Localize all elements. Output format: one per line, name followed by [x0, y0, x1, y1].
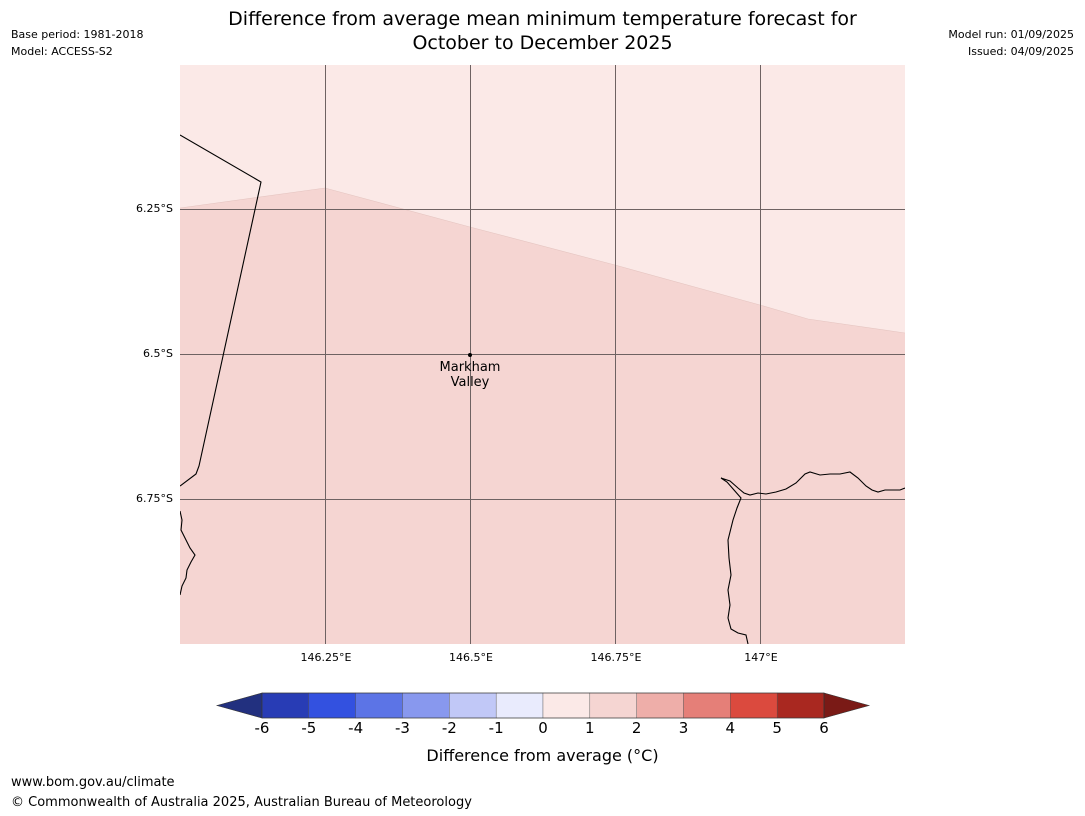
title-line-2: October to December 2025 [412, 32, 673, 54]
colorbar-segment [402, 692, 450, 719]
colorbar-extend-high [823, 692, 871, 719]
lat-label-6.75: 6.75°S [136, 492, 173, 505]
map-title: Difference from average mean minimum tem… [180, 7, 905, 55]
model-run: Model run: 01/09/2025 [948, 28, 1074, 41]
colorbar-tick-label: 1 [585, 719, 595, 737]
lon-label-146.5: 146.5°E [449, 651, 493, 664]
title-line-1: Difference from average mean minimum tem… [228, 8, 857, 30]
meta-left: Base period: 1981-2018 Model: ACCESS-S2 [11, 26, 143, 60]
colorbar-segment [636, 692, 684, 719]
base-period: Base period: 1981-2018 [11, 28, 144, 41]
colorbar-tick-label: -5 [301, 719, 317, 737]
colorbar-tick-label: 4 [725, 719, 736, 737]
map-area [180, 65, 905, 644]
meta-right: Model run: 01/09/2025 Issued: 04/09/2025 [948, 26, 1074, 60]
colorbar-segment [495, 692, 544, 719]
colorbar-tick-label: 2 [631, 719, 642, 737]
colorbar-tick-label: 6 [819, 719, 829, 737]
colorbar-segment [261, 692, 310, 719]
colorbar-segment [542, 692, 591, 719]
colorbar-segment [589, 692, 637, 719]
colorbar-tick-label: -2 [441, 719, 457, 737]
colorbar-tick-label: -6 [254, 719, 270, 737]
lon-label-146.75: 146.75°E [590, 651, 642, 664]
lon-label-147: 147°E [744, 651, 778, 664]
colorbar-tick-label: -4 [348, 719, 364, 737]
issued-date: Issued: 04/09/2025 [967, 45, 1074, 58]
colorbar-tick-label: -3 [395, 719, 410, 737]
colorbar-tick-label: 5 [772, 719, 782, 737]
province-border-line [180, 134, 262, 487]
place-name-line-1: Markham [439, 360, 501, 375]
colorbar-segment [308, 692, 356, 719]
colorbar-segment [355, 692, 403, 719]
colorbar-segment [449, 692, 497, 719]
colorbar-segment [730, 692, 778, 719]
anomaly-zone-1-2 [180, 188, 905, 644]
colorbar-extend-low [215, 692, 263, 719]
place-name-line-2: Valley [450, 375, 490, 390]
colorbar-tick-label: -1 [488, 719, 504, 737]
colorbar-segment [776, 692, 825, 719]
footer-copyright: © Commonwealth of Australia 2025, Austra… [11, 795, 472, 810]
coastline [180, 134, 905, 644]
colorbar-tick-label: 3 [678, 719, 689, 737]
huon-coast-line [720, 471, 905, 644]
colorbar-tick-label: 0 [538, 719, 548, 737]
lat-label-6.25: 6.25°S [136, 202, 173, 215]
footer-url: www.bom.gov.au/climate [11, 775, 175, 790]
colorbar-segment [683, 692, 731, 719]
place-label-markham-valley: Markham Valley [420, 360, 520, 390]
model-name: Model: ACCESS-S2 [11, 45, 113, 58]
lon-label-146.25: 146.25°E [300, 651, 352, 664]
lat-label-6.5: 6.5°S [143, 347, 173, 360]
west-coast-segment [180, 510, 196, 596]
colorbar-label: Difference from average (°C) [426, 746, 659, 765]
place-marker [468, 353, 472, 357]
